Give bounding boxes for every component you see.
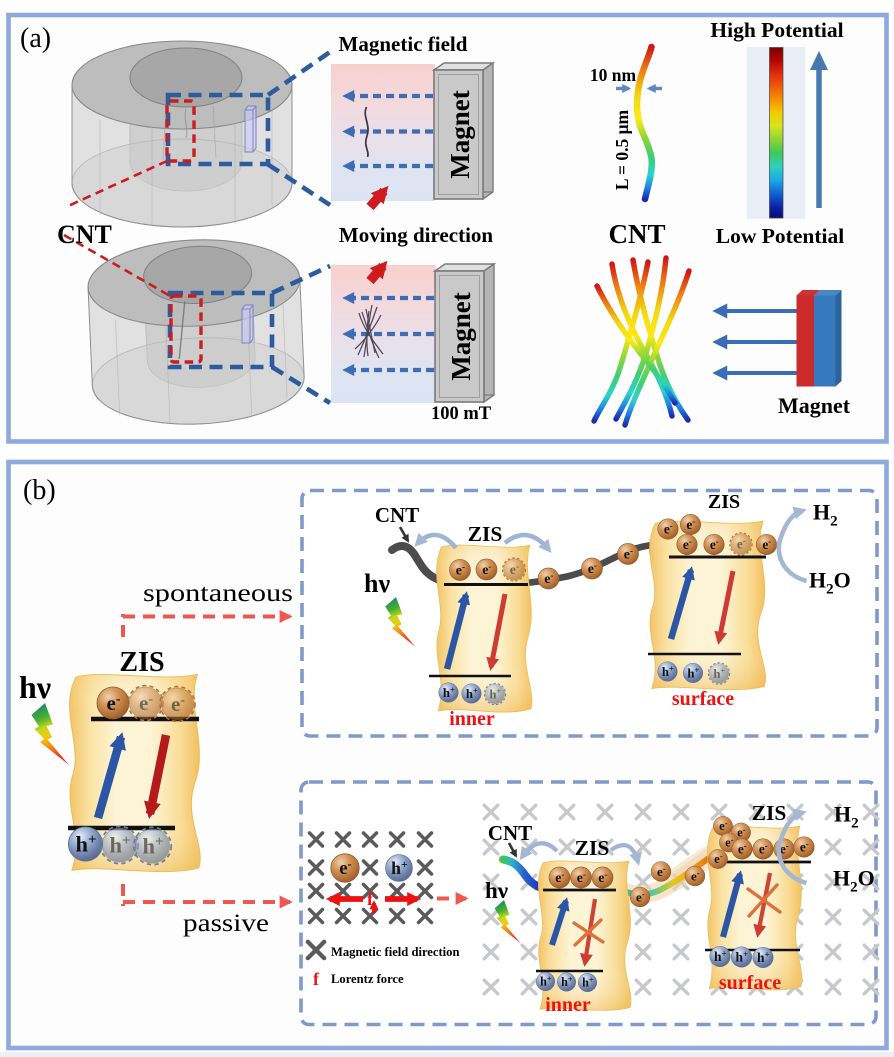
svg-text:Magnet: Magnet [446,292,476,380]
svg-text:inner: inner [545,994,591,1016]
svg-text:ZIS: ZIS [708,491,740,513]
svg-text:CNT: CNT [57,220,112,249]
svg-text:inner: inner [449,708,495,730]
svg-text:surface: surface [719,972,781,994]
svg-text:100 mT: 100 mT [431,404,492,424]
svg-text:Magnetic field: Magnetic field [339,32,468,56]
svg-text:hν: hν [19,669,51,705]
svg-text:Low Potential: Low Potential [716,224,844,248]
svg-text:Magnet: Magnet [778,393,851,418]
svg-text:f: f [367,889,374,909]
svg-text:passive: passive [183,910,269,937]
svg-text:ZIS: ZIS [119,647,164,678]
svg-text:Lorentz force: Lorentz force [331,972,404,986]
svg-text:Moving direction: Moving direction [339,223,494,247]
svg-text:hν: hν [364,569,390,598]
svg-text:f: f [313,969,320,989]
svg-text:L = 0.5 μm: L = 0.5 μm [612,109,632,190]
svg-text:Magnet: Magnet [445,90,475,178]
svg-text:(a): (a) [20,23,51,54]
svg-text:CNT: CNT [608,219,665,249]
svg-text:(b): (b) [23,475,56,506]
svg-text:surface: surface [672,688,734,710]
svg-text:ZIS: ZIS [575,836,610,860]
svg-text:ZIS: ZIS [468,522,503,546]
svg-text:High Potential: High Potential [710,18,843,42]
svg-text:ZIS: ZIS [752,801,787,825]
svg-text:10 nm: 10 nm [590,65,637,85]
svg-text:CNT: CNT [488,821,532,845]
svg-text:CNT: CNT [375,503,419,527]
svg-text:hν: hν [485,878,508,903]
svg-text:Magnetic field direction: Magnetic field direction [331,945,459,959]
svg-text:spontaneous: spontaneous [143,580,293,607]
